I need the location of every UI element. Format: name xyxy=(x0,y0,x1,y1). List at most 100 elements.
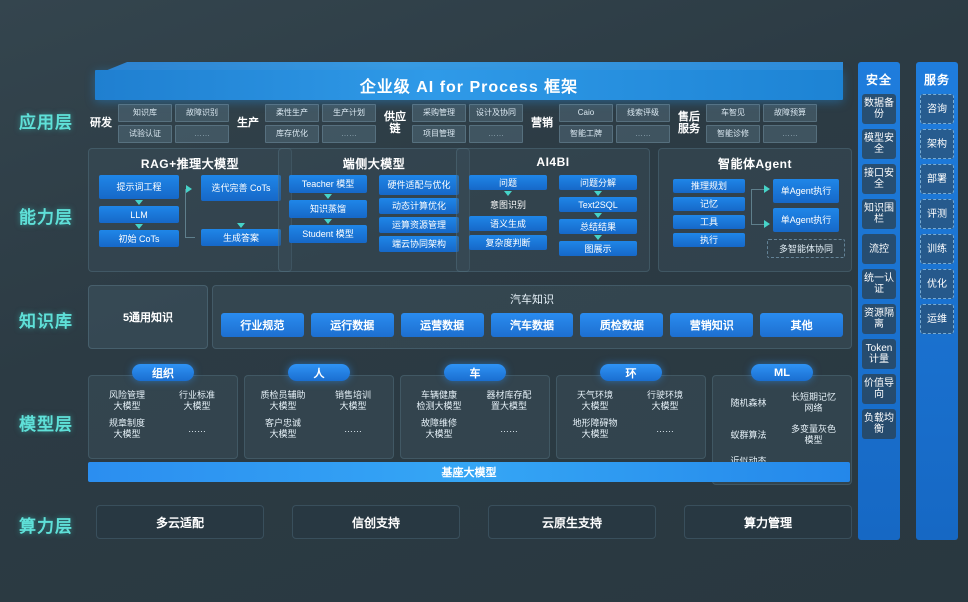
security-rail-item[interactable]: 资源隔离 xyxy=(862,304,896,334)
knowledge-domain-title: 汽车知识 xyxy=(510,294,554,306)
app-cell[interactable]: …… xyxy=(763,124,817,143)
service-rail-title: 服务 xyxy=(923,73,950,87)
model-cell[interactable]: 行业标准 大模型 xyxy=(178,390,215,411)
model-cell[interactable]: 长短期记忆 网络 xyxy=(790,392,836,413)
app-cell[interactable]: 生产计划 xyxy=(322,103,376,122)
app-cell[interactable]: …… xyxy=(175,124,229,143)
knowledge-chip[interactable]: 其他 xyxy=(760,313,844,337)
layer-label-knowledge: 知识库 xyxy=(19,312,73,331)
app-cell[interactable]: Caio xyxy=(559,103,613,122)
ai4bi-step-7: 总结结果 xyxy=(559,219,637,234)
arrow-down-icon xyxy=(135,200,143,205)
arrow-right-icon xyxy=(186,185,192,193)
model-cell[interactable]: 地形障碍物 大模型 xyxy=(572,418,618,439)
service-rail-item[interactable]: 训练 xyxy=(920,234,954,264)
arrow-right-icon xyxy=(764,185,770,193)
app-cell[interactable]: …… xyxy=(616,124,670,143)
security-rail-item[interactable]: 流控 xyxy=(862,234,896,264)
service-rail-item[interactable]: 运维 xyxy=(920,304,954,334)
app-group-label: 售后服务 xyxy=(678,111,700,135)
capability-panel-agent: 智能体Agent 推理规划 记忆 工具 执行 单Agent执行 单Agent执行… xyxy=(658,148,852,272)
model-cell[interactable]: …… xyxy=(500,423,518,434)
app-cell[interactable]: 项目管理 xyxy=(412,124,466,143)
app-cell[interactable]: 智能诊修 xyxy=(706,124,760,143)
app-cell[interactable]: 知识库 xyxy=(118,103,172,122)
banner: 企业级 AI for Process 框架 xyxy=(95,62,843,100)
arrow-down-icon xyxy=(594,213,602,218)
app-cell[interactable]: 试验认证 xyxy=(118,124,172,143)
service-rail-item[interactable]: 咨询 xyxy=(920,94,954,124)
model-cell[interactable]: 多变量灰色 模型 xyxy=(790,424,836,445)
model-cell[interactable]: 行驶环境 大模型 xyxy=(646,390,683,411)
service-rail: 服务 咨询架构部署评测训练优化运维 xyxy=(916,62,958,540)
agent-item-3: 工具 xyxy=(673,215,745,229)
app-cell[interactable]: 智能工牌 xyxy=(559,124,613,143)
rag-right-column: 迭代完善 CoTs 生成答案 xyxy=(201,175,281,246)
model-cell[interactable]: 风险管理 大模型 xyxy=(108,390,145,411)
knowledge-chip[interactable]: 汽车数据 xyxy=(490,313,574,337)
service-rail-item[interactable]: 部署 xyxy=(920,164,954,194)
ai4bi-step-6: Text2SQL xyxy=(559,197,637,212)
model-group-tag[interactable]: 人 xyxy=(288,364,350,381)
security-rail-item[interactable]: 模型安全 xyxy=(862,129,896,159)
security-rail-item[interactable]: Token计量 xyxy=(862,339,896,369)
edge-left-column: Teacher 模型 知识蒸馏 Student 模型 xyxy=(289,175,367,243)
model-group-tag[interactable]: 环 xyxy=(600,364,662,381)
model-cell[interactable]: 器材库存配 置大模型 xyxy=(486,390,532,411)
agent-item-4: 执行 xyxy=(673,233,745,247)
compute-item[interactable]: 多云适配 xyxy=(96,505,264,539)
edge-step-1: Teacher 模型 xyxy=(289,175,367,193)
model-cell[interactable]: 规章制度 大模型 xyxy=(108,418,145,439)
knowledge-chip[interactable]: 营销知识 xyxy=(670,313,754,337)
agent-connector xyxy=(751,224,765,225)
app-cell[interactable]: 故障识别 xyxy=(175,103,229,122)
model-cell[interactable]: …… xyxy=(188,423,206,434)
app-cell[interactable]: 车智见 xyxy=(706,103,760,122)
app-cell[interactable]: …… xyxy=(322,124,376,143)
knowledge-chip[interactable]: 行业规范 xyxy=(221,313,304,337)
app-cell[interactable]: 设计及协同 xyxy=(469,103,523,122)
security-rail-item[interactable]: 负载均衡 xyxy=(862,409,896,439)
security-rail-title: 安全 xyxy=(865,73,892,87)
layer-label-model: 模型层 xyxy=(19,415,73,434)
knowledge-chip[interactable]: 运行数据 xyxy=(310,313,394,337)
app-cell[interactable]: 故障预算 xyxy=(763,103,817,122)
app-cell-column: 车智见 智能诊修 xyxy=(706,103,760,143)
app-cell[interactable]: 库存优化 xyxy=(265,124,319,143)
model-cell[interactable]: …… xyxy=(656,423,674,434)
app-cell[interactable]: 柔性生产 xyxy=(265,103,319,122)
model-group-tag[interactable]: 组织 xyxy=(132,364,194,381)
compute-item[interactable]: 信创支持 xyxy=(292,505,460,539)
model-cell[interactable]: 质检员辅助 大模型 xyxy=(260,390,306,411)
service-rail-item[interactable]: 优化 xyxy=(920,269,954,299)
model-cell[interactable]: 天气环境 大模型 xyxy=(576,390,613,411)
model-cell[interactable]: 随机森林 xyxy=(730,397,767,408)
model-cell[interactable]: …… xyxy=(344,423,362,434)
model-cell[interactable]: 故障维修 大模型 xyxy=(420,418,457,439)
security-rail-item[interactable]: 知识围栏 xyxy=(862,199,896,229)
rag-step-3: 初始 CoTs xyxy=(99,230,179,247)
security-rail-item[interactable]: 价值导向 xyxy=(862,374,896,404)
model-cell[interactable]: 客户忠诚 大模型 xyxy=(264,418,301,439)
security-rail-item[interactable]: 统一认证 xyxy=(862,269,896,299)
app-cell-grid: 采购管理项目管理 设计及协同 …… xyxy=(412,103,523,143)
app-cell[interactable]: …… xyxy=(469,124,523,143)
model-cell[interactable]: 车辆健康 检测大模型 xyxy=(416,390,462,411)
model-group-tag[interactable]: 车 xyxy=(444,364,506,381)
arrow-down-icon xyxy=(324,219,332,224)
app-cell[interactable]: 线索评级 xyxy=(616,103,670,122)
model-cell[interactable]: 销售培训 大模型 xyxy=(334,390,371,411)
agent-connector xyxy=(751,189,752,225)
compute-item[interactable]: 算力管理 xyxy=(684,505,852,539)
compute-item[interactable]: 云原生支持 xyxy=(488,505,656,539)
service-rail-item[interactable]: 评测 xyxy=(920,199,954,229)
security-rail-item[interactable]: 接口安全 xyxy=(862,164,896,194)
knowledge-chip[interactable]: 运营数据 xyxy=(400,313,484,337)
model-group-tag[interactable]: ML xyxy=(751,364,813,381)
service-rail-item[interactable]: 架构 xyxy=(920,129,954,159)
app-cell[interactable]: 采购管理 xyxy=(412,103,466,122)
security-rail-item[interactable]: 数据备份 xyxy=(862,94,896,124)
knowledge-chip[interactable]: 质检数据 xyxy=(580,313,664,337)
model-cell[interactable]: 蚁群算法 xyxy=(730,429,767,440)
